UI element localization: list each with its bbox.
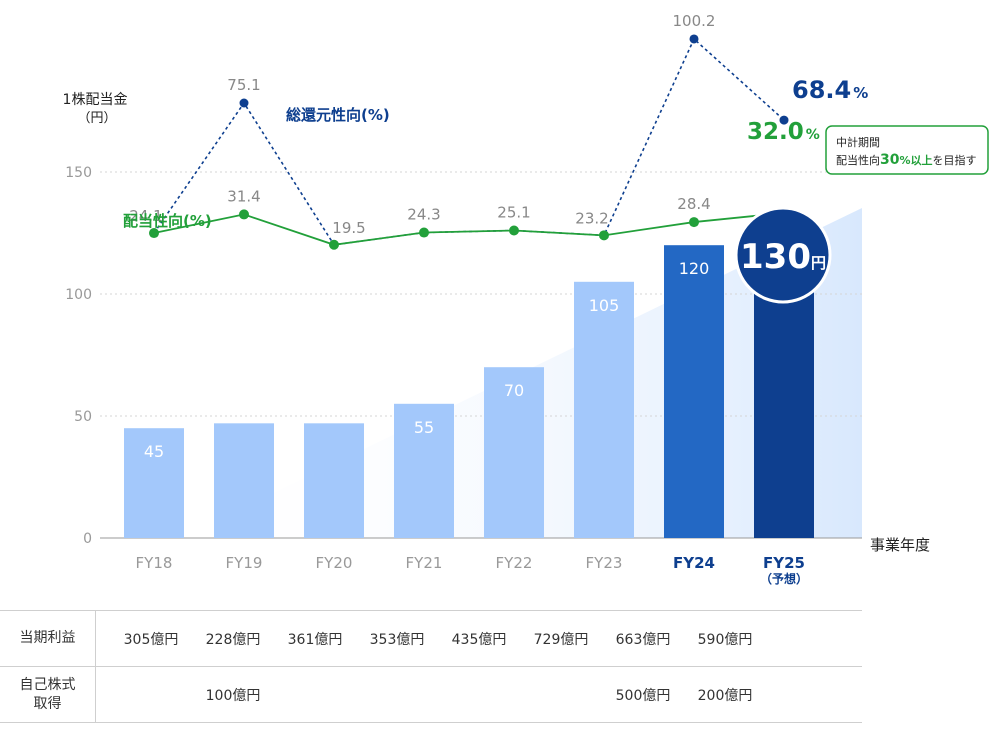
bar-fy23 xyxy=(574,281,634,538)
target-annotation-line1: 中計期間 xyxy=(836,135,880,149)
total-return-last-label: 68.4% xyxy=(792,76,868,104)
row-label-line: 取得 xyxy=(33,695,62,712)
x-tick-label: FY25 xyxy=(763,554,805,572)
table-spacer xyxy=(766,666,862,723)
line-point xyxy=(329,239,339,250)
highlight-badge: 130円 xyxy=(734,206,832,304)
svg-text:130円: 130円 xyxy=(740,237,826,277)
bar-value-label: 45 xyxy=(144,442,164,461)
target-annotation: 中計期間 配当性向30%以上を目指す xyxy=(825,125,989,175)
line-payout-ratio xyxy=(153,212,785,246)
line-point xyxy=(239,209,249,220)
x-tick-label: FY21 xyxy=(406,554,443,572)
payout-ratio-legend: 配当性向(%) xyxy=(123,212,212,230)
y-tick-label: 150 xyxy=(65,165,92,181)
line-point-label: 19.5 xyxy=(332,219,365,237)
total-return-legend: 総還元性向(%) xyxy=(286,106,390,124)
table-spacer xyxy=(95,610,110,667)
x-tick-label: FY22 xyxy=(496,554,533,572)
bar-fy21 xyxy=(394,403,454,538)
table-cell: 590億円 xyxy=(684,610,766,667)
y-tick-label: 0 xyxy=(83,531,92,547)
bar-value-labels: 45 55 70 105 120 xyxy=(144,259,709,461)
table-cell: 729億円 xyxy=(520,610,602,667)
line-point-label: 75.1 xyxy=(227,76,260,94)
x-tick-label: FY23 xyxy=(586,554,623,572)
bar-value-label: 105 xyxy=(589,296,620,315)
bar-fy18 xyxy=(124,428,184,538)
y-axis-ticks: 0 50 100 150 xyxy=(65,165,92,547)
bar-fy24 xyxy=(664,245,724,538)
forecast-note: （予想） xyxy=(760,571,808,586)
line-point-label: 23.2 xyxy=(575,209,608,227)
table-row: 当期利益 305億円 228億円 361億円 353億円 435億円 729億円 663億円 5… xyxy=(0,610,862,667)
table-cell xyxy=(274,666,356,723)
table-cell: 353億円 xyxy=(356,610,438,667)
row-label-line: 当期利益 xyxy=(19,630,76,646)
ratio-lines: 75.1 100.2 24.1 31.4 19.5 24.3 25.1 23.2 28.4 xyxy=(129,12,789,250)
x-tick-label: FY20 xyxy=(316,554,353,572)
y-tick-label: 50 xyxy=(74,409,92,425)
x-axis-label: 事業年度 xyxy=(870,536,930,554)
table-cell: 435億円 xyxy=(438,610,520,667)
highlight-unit: 円 xyxy=(811,254,826,272)
bar-fy22 xyxy=(484,367,544,538)
line-point-label: 31.4 xyxy=(227,187,260,205)
line-point-label: 24.1 xyxy=(129,207,162,225)
line-point-label: 25.1 xyxy=(497,203,530,221)
x-tick-label: FY18 xyxy=(136,554,173,572)
table-cell: 500億円 xyxy=(602,666,684,723)
table-row: 自己株式取得 100億円 500億円 200億円 xyxy=(0,666,862,723)
financials-table-wrap: 当期利益 305億円 228億円 361億円 353億円 435億円 729億円 663億円 5… xyxy=(0,610,862,723)
line-point xyxy=(689,34,699,44)
line-point-label: 24.3 xyxy=(407,206,440,224)
table-cell: 305億円 xyxy=(110,610,192,667)
line-point xyxy=(599,230,609,241)
line-point-label: 100.2 xyxy=(673,12,716,30)
table-cell: 200億円 xyxy=(684,666,766,723)
y-tick-label: 100 xyxy=(65,287,92,303)
row-label: 当期利益 xyxy=(0,610,96,667)
line-total-return xyxy=(153,37,785,246)
table-spacer xyxy=(766,610,862,667)
line-point xyxy=(419,227,429,238)
bar-value-label: 55 xyxy=(414,418,434,437)
table-cell xyxy=(110,666,192,723)
gridlines xyxy=(100,171,862,417)
table-spacer xyxy=(95,666,110,723)
line-point xyxy=(689,217,699,228)
y-axis-label-line2: （円） xyxy=(77,111,116,126)
bar-value-label: 120 xyxy=(679,259,710,278)
bar-fy19 xyxy=(214,423,274,538)
table-cell: 663億円 xyxy=(602,610,684,667)
line-point xyxy=(779,115,789,125)
row-label-line: 自己株式 xyxy=(19,676,76,693)
x-axis-ticks: FY18 FY19 FY20 FY21 FY22 FY23 FY24 FY25 xyxy=(136,554,805,572)
x-tick-label: FY19 xyxy=(226,554,263,572)
payout-ratio-last-label: 32.0% xyxy=(747,119,820,145)
table-cell: 228億円 xyxy=(192,610,274,667)
table-cell: 361億円 xyxy=(274,610,356,667)
x-tick-label: FY24 xyxy=(673,554,715,572)
highlight-value: 130 xyxy=(740,237,811,277)
financials-table: 当期利益 305億円 228億円 361億円 353億円 435億円 729億円 663億円 5… xyxy=(0,610,862,723)
target-annotation-line2: 配当性向30%以上を目指す xyxy=(836,152,977,168)
line-point xyxy=(239,98,249,108)
bar-fy20 xyxy=(304,423,364,538)
row-label: 自己株式 取得 xyxy=(0,666,96,723)
table-cell xyxy=(520,666,602,723)
table-cell xyxy=(356,666,438,723)
line-point-label: 28.4 xyxy=(677,195,710,213)
bars xyxy=(124,220,814,539)
bar-value-label: 70 xyxy=(504,381,524,400)
table-cell: 100億円 xyxy=(192,666,274,723)
line-point xyxy=(509,225,519,236)
y-axis-label-line1: 1株配当金 xyxy=(63,92,128,108)
line-point xyxy=(149,228,159,239)
table-cell xyxy=(438,666,520,723)
